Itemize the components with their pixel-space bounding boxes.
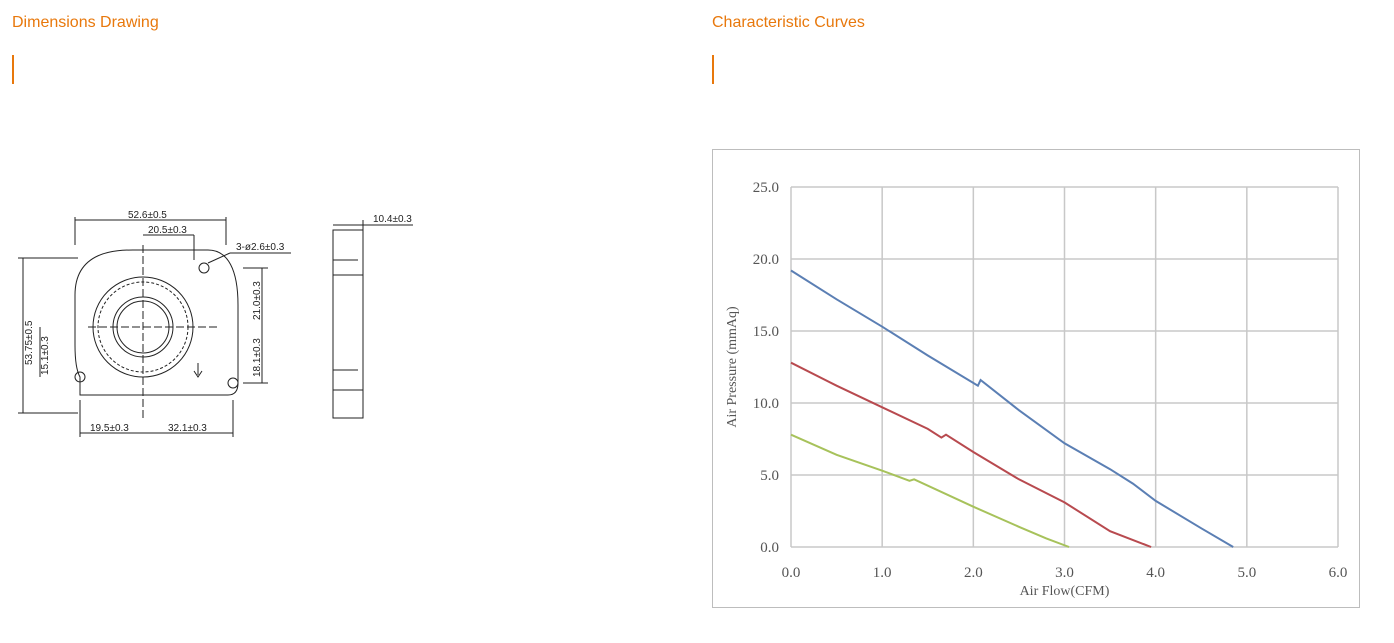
dim-overall-height: 53.75±0.5	[24, 320, 35, 365]
dim-thickness: 10.4±0.3	[373, 214, 412, 225]
y-tick-label: 10.0	[753, 396, 779, 412]
mount-hole-right	[227, 377, 239, 389]
characteristic-chart: 0.0 1.0 2.0 3.0 4.0 5.0 6.0 0.0 5.0 10.0 15.0 20.0 2…	[725, 180, 1348, 599]
mount-hole-top	[198, 262, 210, 274]
mount-hole-left	[74, 371, 86, 383]
x-tick-label: 2.0	[964, 565, 983, 581]
x-tick-label: 3.0	[1055, 565, 1074, 581]
series-line-3	[790, 433, 1070, 548]
x-tick-label: 4.0	[1146, 565, 1165, 581]
dim-hole-v-right-bottom: 18.1±0.3	[252, 338, 263, 377]
dimensions-drawing: 52.6±0.5 20.5±0.3 3-ø2.6±0.3 10.4±0.3 19…	[18, 210, 413, 437]
y-tick-label: 15.0	[753, 324, 779, 340]
y-tick-label: 25.0	[753, 180, 779, 196]
x-axis-label: Air Flow(CFM)	[1020, 584, 1110, 599]
dim-hole-v-right-top: 21.0±0.3	[252, 281, 263, 320]
dimensions-drawing-title: Dimensions Drawing	[12, 14, 159, 31]
y-axis-label: Air Pressure (mmAq)	[725, 306, 740, 428]
y-tick-label: 5.0	[760, 468, 779, 484]
series-line-1	[790, 269, 1234, 548]
y-tick-label: 20.0	[753, 252, 779, 268]
right-accent-bar	[712, 55, 714, 84]
chart-frame: 0.0 1.0 2.0 3.0 4.0 5.0 6.0 0.0 5.0 10.0 15.0 20.0 2…	[712, 149, 1360, 608]
x-tick-label: 5.0	[1237, 565, 1256, 581]
side-view	[332, 229, 364, 419]
left-accent-bar	[12, 55, 14, 84]
dim-bottom-right: 32.1±0.3	[168, 423, 207, 434]
dim-bottom-left: 19.5±0.3	[90, 423, 129, 434]
x-tick-label: 6.0	[1329, 565, 1348, 581]
x-tick-label: 1.0	[873, 565, 892, 581]
dim-hole-v-left: 15.1±0.3	[40, 336, 51, 375]
fan-housing-outline	[74, 249, 239, 396]
x-tick-label: 0.0	[782, 565, 801, 581]
series-line-2	[790, 361, 1152, 548]
dim-overall-width: 52.6±0.5	[128, 210, 167, 221]
dim-hole-offset-top: 20.5±0.3	[148, 225, 187, 236]
characteristic-curves-title: Characteristic Curves	[712, 14, 865, 31]
y-tick-label: 0.0	[760, 540, 779, 556]
dim-holes: 3-ø2.6±0.3	[236, 242, 285, 253]
